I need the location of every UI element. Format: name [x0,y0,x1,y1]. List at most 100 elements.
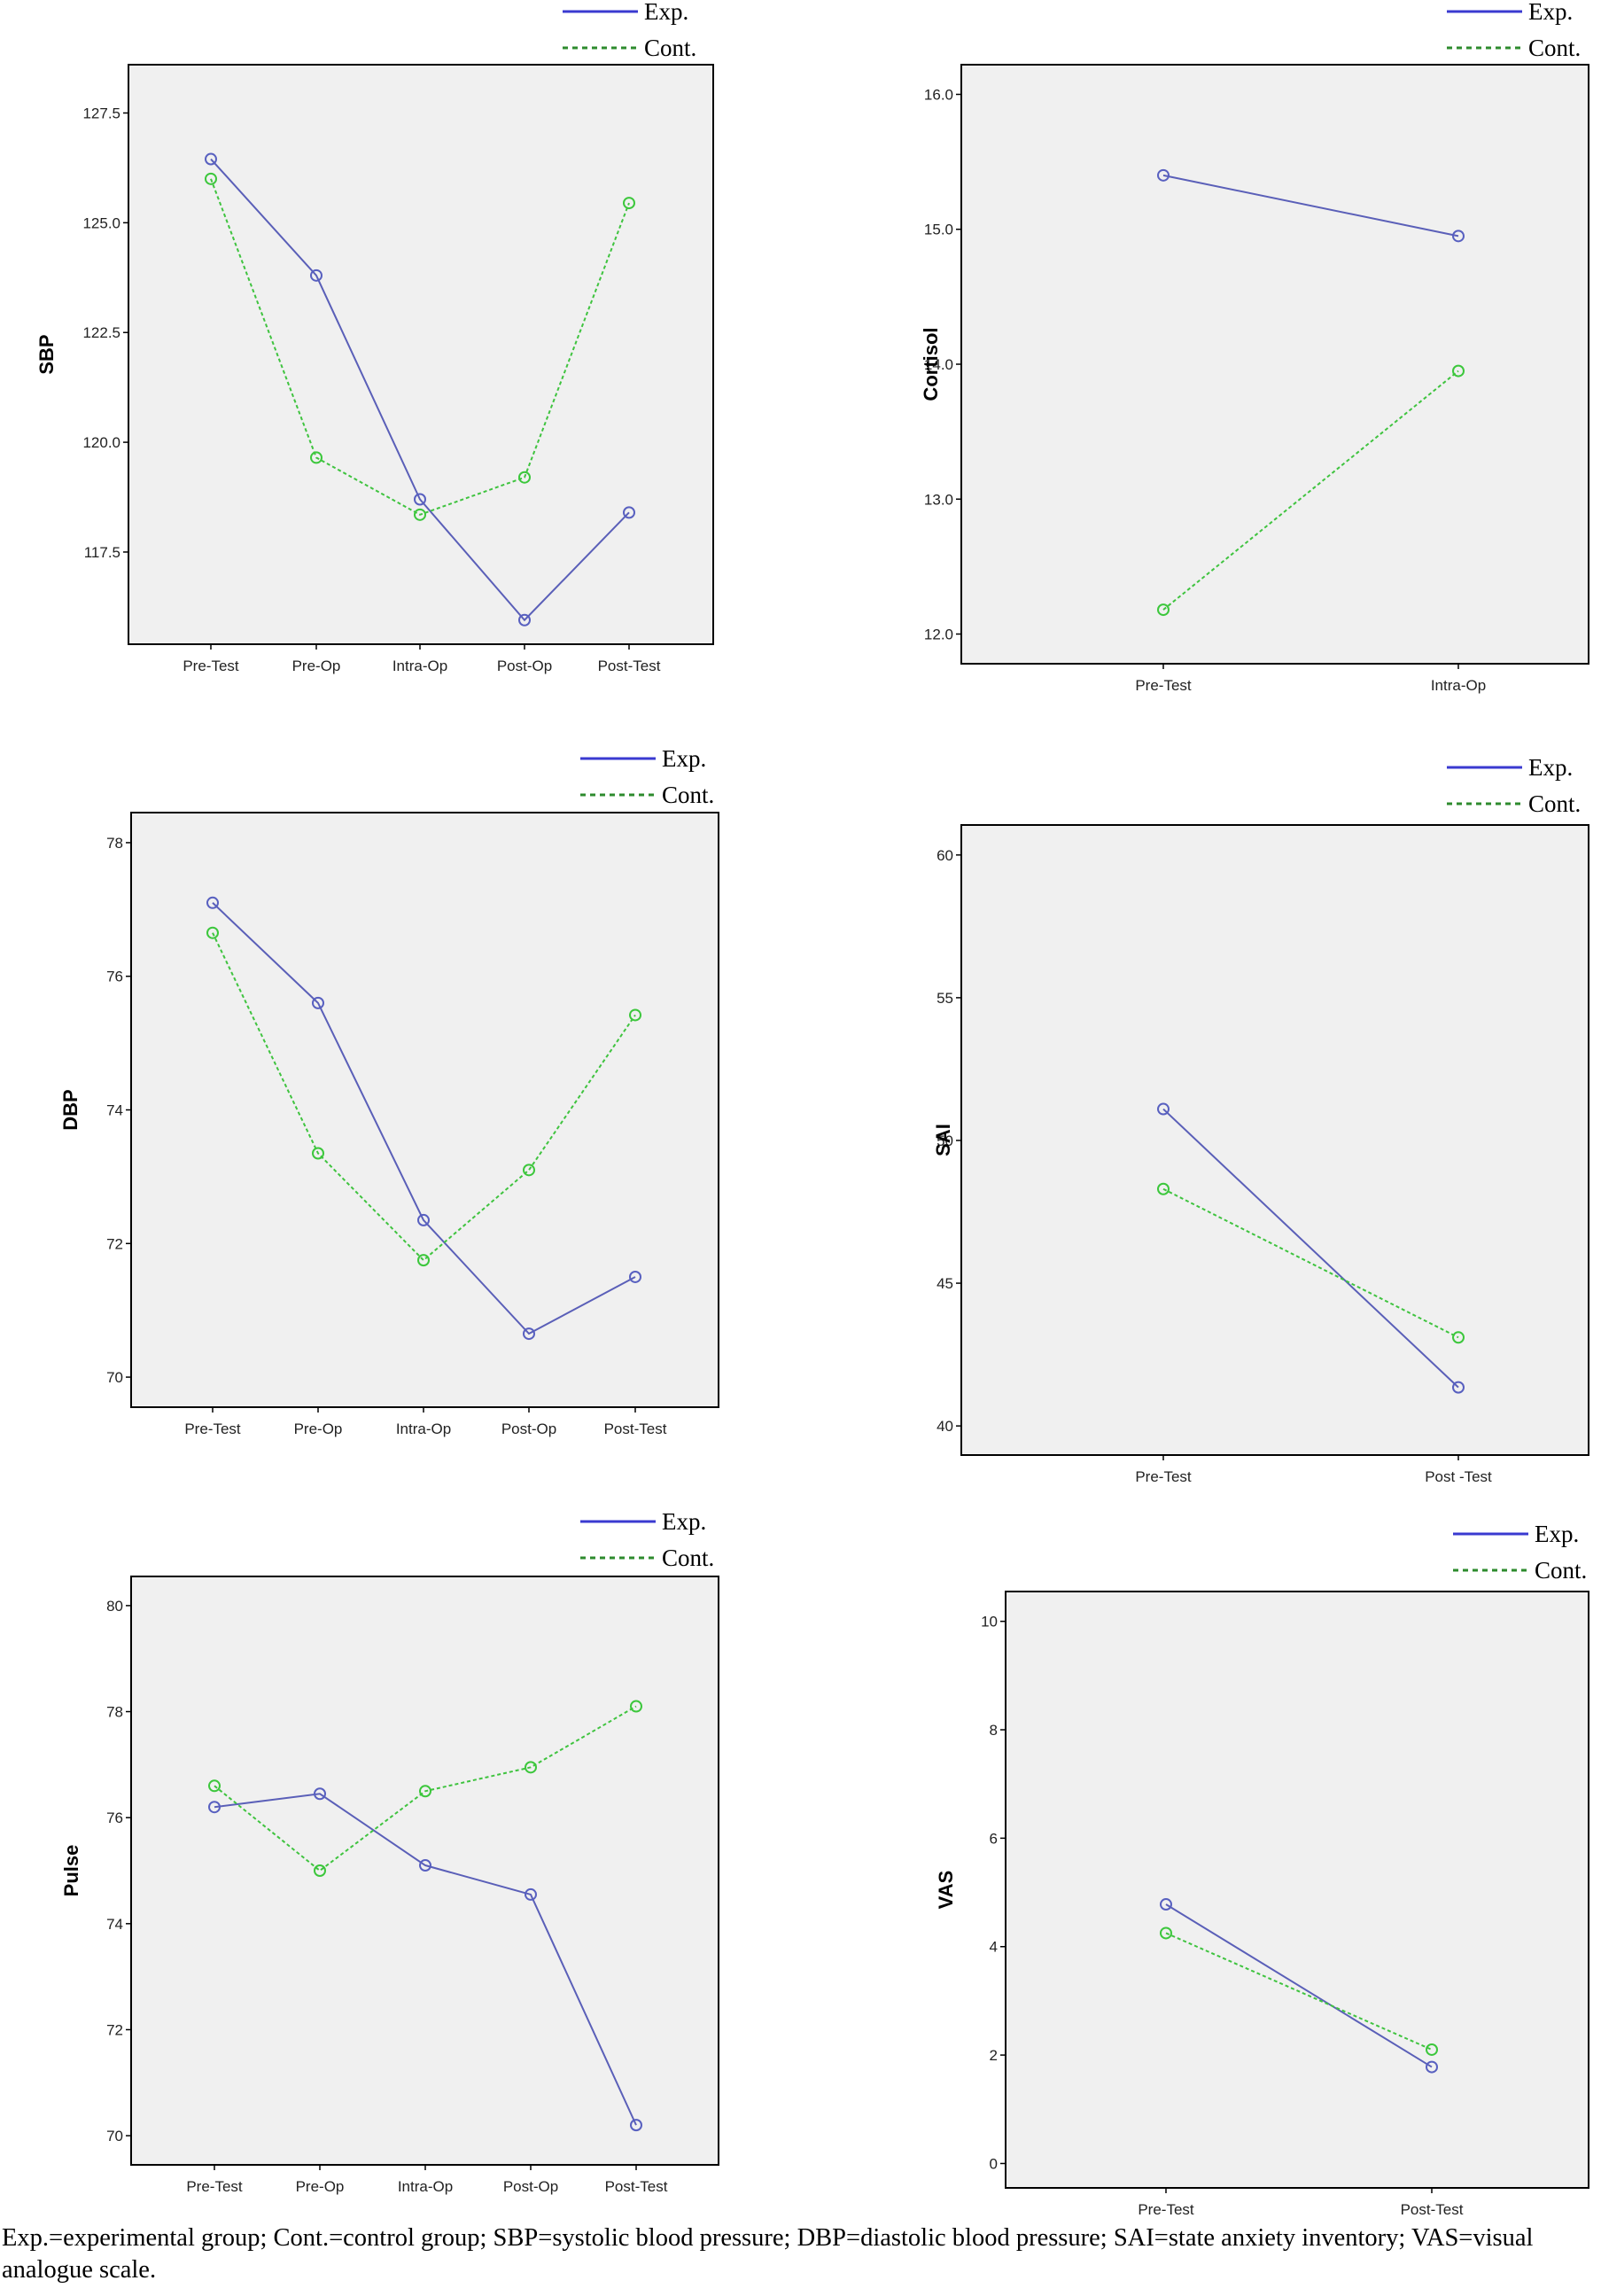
chart-panel-4: 40 45 50 55 60 Pre-Test Post -Test SAI Exp. Cont. [932,754,1589,1485]
x-tick-label: Pre-Test [1135,677,1192,694]
series-exp-point [206,896,219,909]
series-exp-point [1452,1381,1465,1394]
legend-cont-label: Cont. [1528,790,1581,817]
legend: Exp. Cont. [580,1508,714,1571]
series-exp-point [314,1787,326,1801]
series-cont-point [1157,603,1170,617]
series-exp-point [629,1270,641,1283]
plot-area [130,812,719,1408]
chart-panel-1: 117.5 120.0 122.5 125.0 127.5 Pre-Test Pre-Op I… [35,0,714,674]
series-cont-line [1162,1187,1459,1339]
y-tick-label: 16.0 [924,86,953,103]
x-tick-label: Pre-Op [294,1420,343,1437]
y-tick-label: 50 [937,1132,953,1149]
legend-exp-label: Exp. [1528,754,1573,781]
series-exp-point [630,2119,642,2132]
legend-exp-label: Exp. [662,1508,706,1535]
y-tick-label: 78 [106,835,123,852]
y-tick-label: 6 [990,1830,998,1847]
series-exp-point [623,506,635,519]
y-tick-label: 74 [106,1916,123,1933]
series-exp-point [1157,168,1170,182]
legend-exp-label: Exp. [662,745,706,772]
series-exp-point [523,1327,535,1341]
y-tick-label: 60 [937,847,953,864]
series-exp-point [310,269,323,282]
legend: Exp. Cont. [1453,1521,1587,1584]
legend-cont-label: Cont. [1528,35,1581,61]
y-tick-label: 117.5 [84,544,120,561]
series-cont-point [623,197,635,210]
chart-panel-6: 0 2 4 6 8 10 Pre-Test Post-Test VAS Exp. Cont. [935,1521,1589,2218]
series-exp-line [214,1793,637,2126]
y-tick-label: 15.0 [924,222,953,238]
legend-cont-label: Cont. [1535,1557,1587,1584]
legend: Exp. Cont. [1447,0,1581,61]
series-cont-point [314,1864,326,1877]
plot-area [960,824,1589,1456]
series-exp-point [525,1887,537,1901]
series-exp-point [414,493,426,506]
series-exp-line [212,902,636,1335]
series-exp-point [1160,1898,1172,1911]
x-tick-label: Post-Test [598,658,661,674]
x-tick-label: Post-Test [1401,2201,1464,2218]
x-tick-label: Pre-Test [186,2178,243,2195]
figure-caption: Exp.=experimental group; Cont.=control g… [2,2224,1534,2284]
y-tick-label: 120.0 [82,434,120,451]
series-exp-point [419,1859,431,1872]
series-exp-point [518,613,531,627]
y-tick-label: 12.0 [924,627,953,643]
series-exp-point [1426,2060,1438,2074]
y-axis-label: SBP [35,334,58,374]
y-axis-label: Pulse [60,1845,82,1897]
series-cont-line [210,178,630,516]
x-tick-label: Intra-Op [396,1420,451,1437]
plot-area [128,64,714,645]
series-cont-point [312,1147,324,1160]
series-cont-point [1160,1926,1172,1940]
series-exp-line [1165,1903,1433,2068]
x-tick-label: Pre-Test [1138,2201,1194,2218]
series-exp-point [1452,230,1465,243]
series-cont-line [1162,370,1459,611]
series-cont-point [310,451,323,464]
series-exp-point [312,996,324,1009]
chart-panel-3: 70 72 74 76 78 Pre-Test Pre-Op Intra-Op Post-Op P… [59,745,719,1437]
legend: Exp. Cont. [580,745,714,808]
y-axis-label: SAI [932,1124,954,1156]
x-tick-label: Pre-Test [1135,1468,1192,1485]
x-tick-label: Post-Test [605,2178,668,2195]
series-cont-point [629,1008,641,1022]
plot-area [960,64,1589,665]
x-tick-label: Pre-Test [183,658,239,674]
series-cont-point [205,172,217,185]
legend-cont-label: Cont. [644,35,696,61]
y-tick-label: 72 [106,1235,123,1252]
y-tick-label: 8 [990,1722,998,1739]
legend-exp-label: Exp. [1528,0,1573,25]
y-tick-label: 76 [106,969,123,985]
chart-panel-2: 12.0 13.0 14.0 15.0 16.0 Pre-Test Intra-Op Cort… [920,0,1589,694]
series-cont-point [523,1164,535,1177]
legend-cont-label: Cont. [662,1545,714,1571]
series-cont-point [417,1254,430,1267]
y-tick-label: 40 [937,1418,953,1435]
y-tick-label: 76 [106,1810,123,1826]
y-tick-label: 10 [981,1614,998,1631]
y-tick-label: 4 [990,1939,998,1956]
x-tick-label: Post-Op [503,2178,558,2195]
legend-exp-label: Exp. [644,0,688,25]
series-cont-line [1165,1932,1433,2051]
series-cont-point [206,926,219,939]
series-cont-point [1452,364,1465,377]
legend: Exp. Cont. [563,0,696,61]
y-tick-label: 127.5 [82,105,120,122]
series-exp-line [210,158,630,622]
series-exp-point [208,1801,221,1814]
plot-area [1005,1591,1589,2189]
x-tick-label: Pre-Op [296,2178,345,2195]
y-tick-label: 70 [106,2128,123,2144]
x-tick-label: Intra-Op [1431,677,1486,694]
series-cont-point [414,508,426,521]
